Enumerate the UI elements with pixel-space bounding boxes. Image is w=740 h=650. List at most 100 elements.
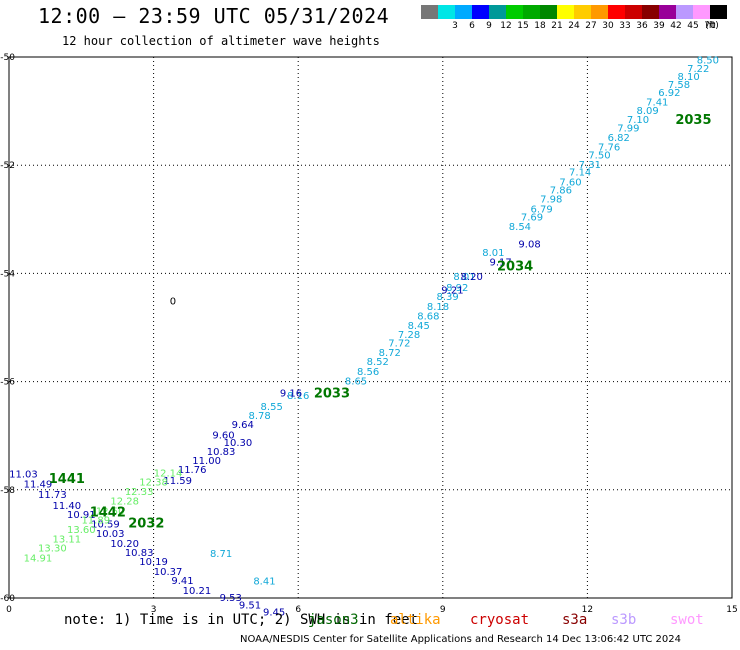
wave-height-label: 7.10 <box>627 115 649 126</box>
legend-label: 24 <box>568 21 580 31</box>
wave-height-label: 10.83 <box>125 548 154 559</box>
x-tick-label: 12 <box>582 605 593 615</box>
wave-height-label: 9.41 <box>171 576 193 587</box>
wave-height-label: 7.58 <box>668 80 690 91</box>
mission-label: swot <box>670 612 704 628</box>
legend-label: 70 <box>704 21 716 31</box>
wave-height-label: 10.20 <box>110 539 139 550</box>
wave-height-label: 7.14 <box>569 168 591 179</box>
pass-time-label: 1442 <box>90 505 126 520</box>
wave-height-label: 6.79 <box>530 204 552 215</box>
wave-height-label: 8.50 <box>697 56 719 67</box>
y-tick-label: -56 <box>0 378 15 388</box>
wave-height-label: 8.68 <box>417 312 439 323</box>
wave-height-label: 12.50 <box>96 506 125 517</box>
wave-height-label: 8.54 <box>509 222 531 233</box>
wave-height-label: 8.65 <box>345 377 367 388</box>
wave-height-label: 6.82 <box>608 133 630 144</box>
y-tick-label: -50 <box>0 53 15 63</box>
wave-height-label: 8.55 <box>261 402 283 413</box>
wave-height-label: 7.76 <box>598 142 620 153</box>
wave-height-label: 10.83 <box>207 447 236 458</box>
wave-height-label: 11.03 <box>9 470 38 481</box>
wave-height-label: 11.76 <box>178 465 207 476</box>
wave-height-label: 9.17 <box>490 257 512 268</box>
wave-height-label: 9.45 <box>263 608 285 619</box>
pass-time-label: 2035 <box>675 113 711 128</box>
wave-height-label: 9.64 <box>232 420 254 431</box>
credit-line: NOAA/NESDIS Center for Satellite Applica… <box>240 634 682 645</box>
wave-height-label: 10.19 <box>139 557 168 568</box>
wave-height-label: 7.72 <box>388 339 410 350</box>
wave-height-label: 8.72 <box>379 348 401 359</box>
legend-label: 15 <box>517 21 529 31</box>
wave-height-label: 14.91 <box>24 553 53 564</box>
wave-height-label: 7.99 <box>617 123 639 134</box>
wave-height-label: 8.41 <box>253 577 275 588</box>
wave-height-label: 13.60 <box>67 525 96 536</box>
wave-height-label: 13.11 <box>53 534 82 545</box>
wave-height-label: 8.20 <box>461 272 483 283</box>
x-tick-label: 15 <box>726 605 737 615</box>
wave-height-label: 8.09 <box>637 106 659 117</box>
wave-height-label: 7.98 <box>540 195 562 206</box>
legend-swatch <box>710 5 727 19</box>
legend-swatch <box>489 5 506 19</box>
mission-label: jason3 <box>308 612 359 628</box>
wave-height-label: 12.14 <box>154 468 183 479</box>
wave-height-label: 8.52 <box>367 357 389 368</box>
footer-note: note: 1) Time is in UTC; 2) SWH is in fe… <box>64 612 419 628</box>
wave-height-label: 7.41 <box>646 97 668 108</box>
legend-label: 39 <box>653 21 665 31</box>
legend-swatch <box>455 5 472 19</box>
wave-height-label: 11.89 <box>81 516 110 527</box>
wave-height-label: 9.60 <box>212 431 234 442</box>
wave-height-label: 7.22 <box>687 64 709 75</box>
wave-height-label: 12.33 <box>125 487 154 498</box>
wave-height-label: 7.69 <box>521 213 543 224</box>
wave-height-label: 8.10 <box>677 72 699 83</box>
wave-height-label: 11.73 <box>38 490 67 501</box>
wave-height-label: 7.31 <box>579 160 601 171</box>
wave-height-label: 6.92 <box>658 88 680 99</box>
wave-height-label: 7.50 <box>588 150 610 161</box>
mission-label: s3b <box>611 612 637 628</box>
x-tick-label: 3 <box>151 605 157 615</box>
wave-height-label: 9.21 <box>441 286 463 297</box>
wave-height-label: 12.38 <box>139 478 168 489</box>
wave-height-label: 12.28 <box>110 497 139 508</box>
legend-swatch <box>523 5 540 19</box>
wave-height-label: 10.21 <box>183 586 212 597</box>
wave-height-label: 10.03 <box>96 529 125 540</box>
legend-swatch <box>506 5 523 19</box>
wave-height-label: 11.40 <box>53 501 82 512</box>
x-tick-label: 9 <box>440 605 446 615</box>
wave-height-label: 10.59 <box>91 519 120 530</box>
wave-height-label: 8.18 <box>427 302 449 313</box>
wave-height-label: 11.59 <box>163 476 192 487</box>
pass-time-label: 2032 <box>128 516 164 531</box>
legend-label: 30 <box>602 21 614 31</box>
legend-label: 27 <box>585 21 597 31</box>
legend-swatch <box>625 5 642 19</box>
legend-swatch <box>421 5 438 19</box>
y-tick-label: -54 <box>0 269 15 279</box>
x-tick-label: 6 <box>295 605 301 615</box>
legend-label: 9 <box>486 21 492 31</box>
legend-label: 21 <box>551 21 563 31</box>
plot-frame <box>8 56 733 599</box>
legend-label: 3 <box>452 21 458 31</box>
wave-height-label: 8.92 <box>446 283 468 294</box>
legend-swatch <box>676 5 693 19</box>
wave-height-label: 11.49 <box>24 479 53 490</box>
wave-height-label: 8.56 <box>357 367 379 378</box>
legend-swatch <box>540 5 557 19</box>
wave-height-label: 8.16 <box>287 391 309 402</box>
wave-height-label: 11.00 <box>192 456 221 467</box>
wave-height-label: 9.08 <box>518 240 540 251</box>
wave-height-label: 8.01 <box>482 248 504 259</box>
mission-label: s3a <box>562 612 588 628</box>
legend-label: 12 <box>500 21 512 31</box>
pass-time-label: 1441 <box>49 472 85 487</box>
mission-label: cryosat <box>470 612 530 628</box>
